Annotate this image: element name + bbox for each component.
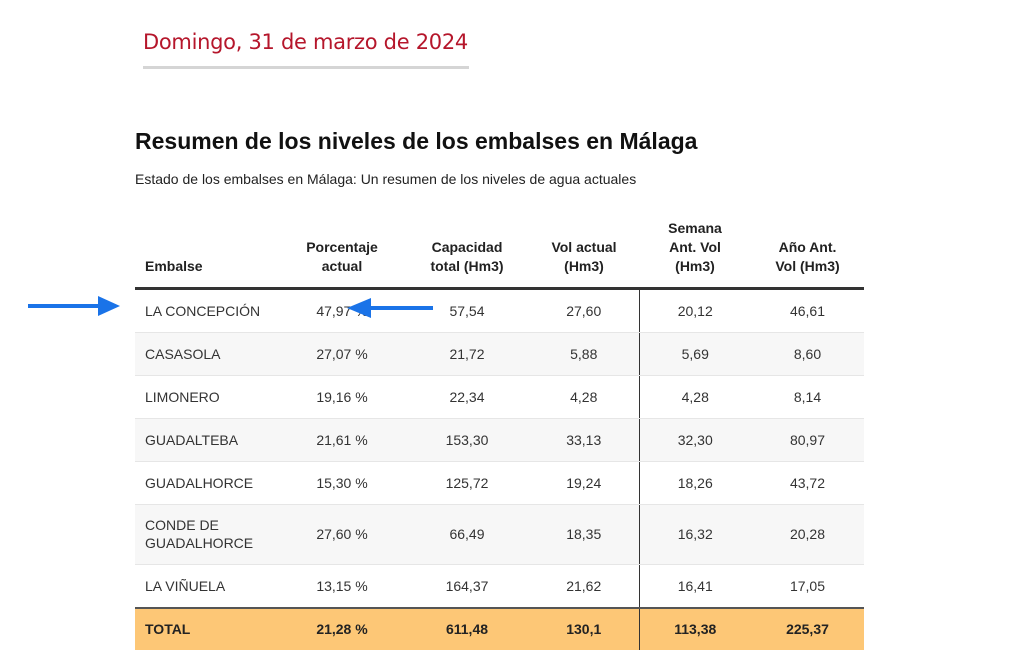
cell-year: 20,28 — [751, 504, 864, 565]
cell-vol: 27,60 — [529, 288, 639, 333]
header-capacidad: Capacidad total (Hm3) — [405, 215, 529, 290]
cell-name: CONDE DE GUADALHORCE — [135, 504, 279, 565]
header-vol-actual: Vol actual (Hm3) — [529, 215, 639, 290]
cell-week: 32,30 — [638, 418, 751, 462]
cell-vol: 18,35 — [529, 504, 639, 565]
header-label: Capacidad — [431, 238, 503, 255]
header-label: Embalse — [145, 257, 203, 274]
header-embalse: Embalse — [135, 215, 279, 290]
total-cap: 611,48 — [405, 606, 529, 650]
cell-vol: 33,13 — [529, 418, 639, 462]
table-row: GUADALTEBA 21,61 % 153,30 33,13 32,30 80… — [135, 418, 864, 462]
arrow-right-icon — [28, 296, 120, 316]
cell-week: 20,12 — [638, 288, 751, 333]
header-label: Ant. Vol — [669, 238, 721, 255]
cell-pct: 19,16 % — [279, 375, 405, 419]
total-row: TOTAL 21,28 % 611,48 130,1 113,38 225,37 — [135, 606, 864, 650]
reservoir-table: Embalse Porcentaje actual Capacidad total … — [135, 215, 864, 650]
cell-year: 43,72 — [751, 461, 864, 505]
cell-pct: 21,61 % — [279, 418, 405, 462]
date-divider — [143, 66, 469, 69]
header-label: Vol actual — [551, 238, 617, 255]
cell-cap: 22,34 — [405, 375, 529, 419]
total-vol: 130,1 — [529, 606, 639, 650]
cell-pct: 27,07 % — [279, 332, 405, 376]
arrow-left-icon — [347, 298, 433, 318]
cell-week: 16,41 — [638, 564, 751, 608]
header-ano-ant: Año Ant. Vol (Hm3) — [751, 215, 864, 290]
cell-cap: 57,54 — [405, 288, 529, 333]
total-week: 113,38 — [638, 606, 751, 650]
cell-cap: 21,72 — [405, 332, 529, 376]
table-row: LA VIÑUELA 13,15 % 164,37 21,62 16,41 17… — [135, 564, 864, 608]
header-label: actual — [321, 257, 363, 274]
header-label: Porcentaje — [306, 238, 378, 255]
table-row: LA CONCEPCIÓN 47,97 % 57,54 27,60 20,12 … — [135, 288, 864, 333]
total-label: TOTAL — [135, 606, 279, 650]
header-label: Semana — [668, 219, 722, 236]
cell-week: 16,32 — [638, 504, 751, 565]
cell-pct: 13,15 % — [279, 564, 405, 608]
cell-vol: 5,88 — [529, 332, 639, 376]
cell-cap: 66,49 — [405, 504, 529, 565]
cell-year: 8,14 — [751, 375, 864, 419]
cell-vol: 19,24 — [529, 461, 639, 505]
header-semana-ant: Semana Ant. Vol (Hm3) — [639, 215, 751, 290]
cell-name: CASASOLA — [135, 332, 279, 376]
cell-vol: 21,62 — [529, 564, 639, 608]
cell-name: LA CONCEPCIÓN — [135, 288, 279, 333]
table-row: CONDE DE GUADALHORCE 27,60 % 66,49 18,35… — [135, 504, 864, 565]
cell-pct: 27,60 % — [279, 504, 405, 565]
cell-week: 4,28 — [638, 375, 751, 419]
cell-vol: 4,28 — [529, 375, 639, 419]
cell-cap: 125,72 — [405, 461, 529, 505]
cell-year: 8,60 — [751, 332, 864, 376]
table-row: LIMONERO 19,16 % 22,34 4,28 4,28 8,14 — [135, 375, 864, 419]
cell-year: 17,05 — [751, 564, 864, 608]
total-year: 225,37 — [751, 606, 864, 650]
page-title: Resumen de los niveles de los embalses e… — [135, 128, 698, 154]
date-text: Domingo, 31 de marzo de 2024 — [143, 30, 468, 54]
table-header-row: Embalse Porcentaje actual Capacidad total … — [135, 215, 864, 290]
cell-name: LA VIÑUELA — [135, 564, 279, 608]
cell-cap: 164,37 — [405, 564, 529, 608]
cell-name: GUADALHORCE — [135, 461, 279, 505]
header-label: (Hm3) — [564, 257, 604, 274]
table-row: GUADALHORCE 15,30 % 125,72 19,24 18,26 4… — [135, 461, 864, 505]
cell-week: 18,26 — [638, 461, 751, 505]
header-label: (Hm3) — [675, 257, 715, 274]
header-porcentaje: Porcentaje actual — [279, 215, 405, 290]
total-pct: 21,28 % — [279, 606, 405, 650]
page-subtitle: Estado de los embalses en Málaga: Un res… — [135, 171, 637, 187]
cell-year: 46,61 — [751, 288, 864, 333]
cell-pct: 15,30 % — [279, 461, 405, 505]
header-label: total (Hm3) — [430, 257, 504, 274]
cell-name: LIMONERO — [135, 375, 279, 419]
cell-cap: 153,30 — [405, 418, 529, 462]
table-row: CASASOLA 27,07 % 21,72 5,88 5,69 8,60 — [135, 332, 864, 376]
cell-week: 5,69 — [638, 332, 751, 376]
header-label: Vol (Hm3) — [775, 257, 840, 274]
cell-name: GUADALTEBA — [135, 418, 279, 462]
date-header: Domingo, 31 de marzo de 2024 — [143, 30, 469, 69]
header-label: Año Ant. — [778, 238, 837, 255]
cell-year: 80,97 — [751, 418, 864, 462]
